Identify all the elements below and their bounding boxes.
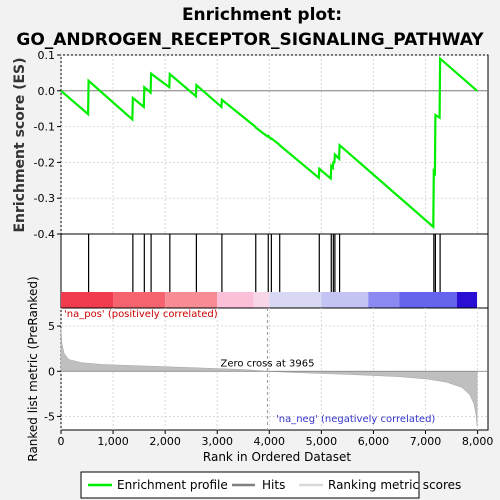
band-segment-1 [113,292,166,308]
es-ytick-label-1: 0.0 [38,85,56,98]
ranking-metric-area [60,327,478,427]
es-axis-label: Enrichment score (ES) [12,57,28,232]
band-segment-7 [368,292,400,308]
band-segment-8 [399,292,457,308]
x-axis-label: Rank in Ordered Dataset [203,450,351,464]
xtick-label-6: 6,000 [358,435,390,448]
es-ytick-label-2: -0.1 [34,121,55,134]
xtick-label-1: 1,000 [97,435,129,448]
metric-axis-label: Ranked list metric (PreRanked) [26,276,40,461]
legend-enrichment-label: Enrichment profile [117,478,228,492]
xtick-label-2: 2,000 [149,435,181,448]
x-ticks [60,430,479,434]
x-tick-labels: 0 1,000 2,000 3,000 4,000 5,000 6,000 7,000 8,00… [58,435,494,448]
legend-ranking-label: Ranking metric scores [328,478,461,492]
es-ytick-label-0: 0.1 [38,49,56,62]
chart-title-line2: GO_ANDROGEN_RECEPTOR_SIGNALING_PATHWAY [16,30,484,50]
es-ytick-label-4: -0.3 [34,192,55,205]
legend-hits-label: Hits [262,478,285,492]
xtick-label-4: 4,000 [254,435,286,448]
es-panel [60,54,489,235]
metric-ytick-label-2: -5 [44,410,55,423]
chart-title-line1: Enrichment plot: [182,5,342,25]
xtick-label-3: 3,000 [201,435,233,448]
es-y-tick-labels: 0.1 0.0 -0.1 -0.2 -0.3 -0.4 [34,49,55,241]
band-segment-5 [269,292,322,308]
band-segment-9 [456,292,478,308]
xtick-label-7: 7,000 [410,435,442,448]
negative-correlation-label: 'na_neg' (negatively correlated) [276,414,435,425]
band-segment-2 [165,292,218,308]
zero-cross-label: Zero cross at 3965 [220,358,314,369]
enrichment-profile-line [60,56,478,230]
legend: Enrichment profile Hits Ranking metric s… [80,471,461,499]
metric-y-tick-labels: 5 0 -5 [44,320,55,423]
band-segment-6 [321,292,369,308]
band-segment-3 [217,292,254,308]
es-ytick-label-3: -0.2 [34,156,55,169]
band-segment-0 [61,292,114,308]
metric-ytick-label-0: 5 [48,320,55,333]
xtick-label-8: 8,000 [462,435,494,448]
es-ytick-label-5: -0.4 [34,228,55,241]
positive-correlation-label: 'na_pos' (positively correlated) [64,309,218,320]
hit-marks [87,234,441,292]
band-segment-4 [253,292,270,308]
metric-ytick-label-1: 0 [48,365,55,378]
xtick-label-0: 0 [58,435,65,448]
rank-color-band [61,292,478,308]
xtick-label-5: 5,000 [306,435,338,448]
